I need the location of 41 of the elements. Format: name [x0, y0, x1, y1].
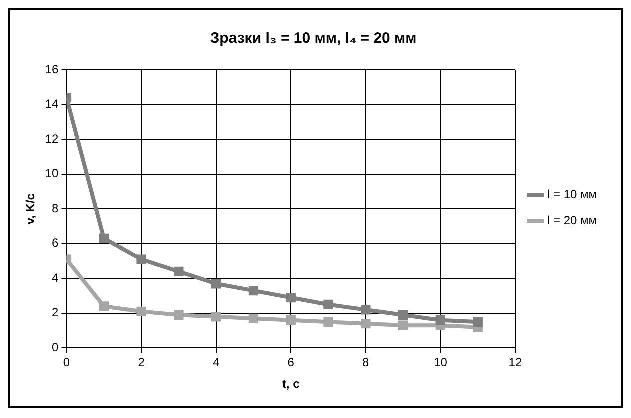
point	[286, 292, 296, 303]
x-tick-label: 0	[63, 356, 70, 370]
point	[361, 305, 371, 315]
y-tick-label: 8	[52, 201, 60, 216]
x-tick-label: 10	[434, 356, 448, 370]
legend-label: l = 10 мм	[547, 187, 598, 202]
point	[174, 266, 184, 277]
y-tick-label: 12	[45, 132, 60, 146]
point	[99, 302, 109, 312]
chart-title: Зразки l₃ = 10 мм, l₄ = 20 мм	[210, 30, 417, 48]
point	[99, 234, 109, 244]
point	[398, 310, 408, 320]
x-tick-label: 4	[212, 356, 220, 370]
point	[324, 317, 334, 327]
y-tick-label: 16	[45, 62, 60, 76]
point	[248, 314, 259, 324]
point	[361, 319, 371, 329]
y-tick-label: 6	[52, 236, 60, 250]
point	[136, 306, 146, 317]
point	[398, 320, 408, 330]
point	[286, 316, 296, 326]
x-tick-label: 6	[288, 356, 295, 370]
y-tick-label: 0	[52, 340, 60, 355]
y-tick-label: 2	[52, 306, 60, 320]
y-axis-title: v, K/c	[24, 193, 38, 225]
x-tick-label: 12	[508, 356, 522, 370]
y-tick-label: 10	[45, 166, 60, 181]
y-tick-label: 4	[52, 270, 60, 285]
point	[136, 254, 146, 264]
point	[436, 316, 446, 326]
point	[174, 310, 184, 320]
x-tick-label: 2	[138, 356, 146, 370]
point	[324, 300, 334, 310]
x-axis-title: t, c	[282, 377, 300, 392]
point	[211, 312, 222, 322]
y-tick-label: 14	[45, 97, 60, 112]
x-tick-label: 8	[362, 356, 370, 370]
point	[473, 317, 483, 327]
point	[248, 286, 259, 296]
legend-label: l = 20 мм	[547, 213, 598, 228]
point	[211, 279, 222, 289]
